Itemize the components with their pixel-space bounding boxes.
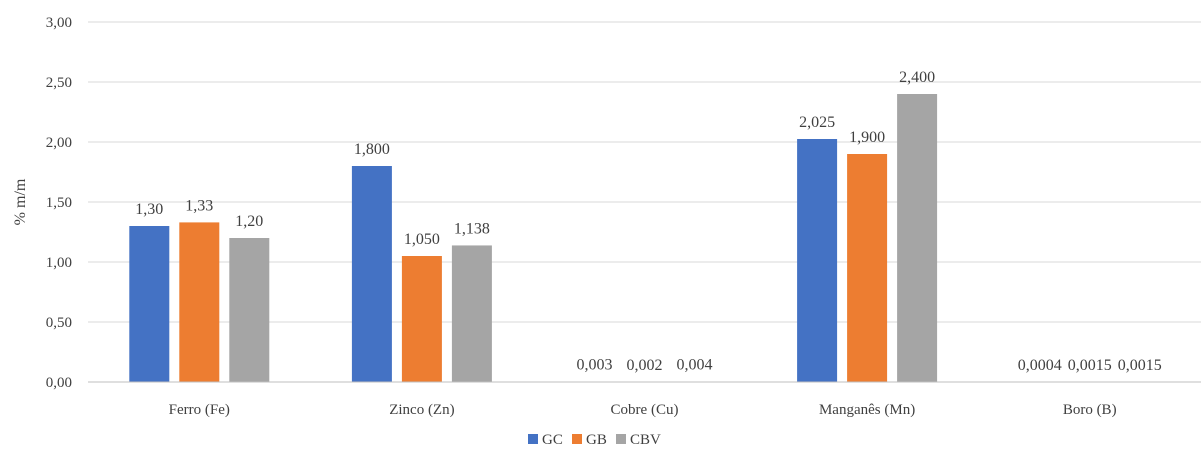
- y-tick-label: 3,00: [46, 15, 72, 31]
- data-label: 1,138: [454, 220, 490, 237]
- y-axis-title: % m/m: [12, 178, 29, 225]
- y-tick-label: 2,00: [46, 135, 72, 151]
- legend-label-gb: GB: [586, 432, 607, 448]
- bar-gb-3: [847, 154, 888, 382]
- bar-gb-1: [401, 256, 442, 382]
- data-label: 0,0015: [1068, 357, 1112, 374]
- y-tick-label: 0,00: [46, 375, 72, 391]
- bar-cbv-3: [897, 94, 938, 382]
- legend-swatch-gc: [528, 434, 538, 444]
- data-label: 1,800: [354, 141, 390, 158]
- y-tick-label: 2,50: [46, 75, 72, 91]
- data-label: 2,400: [899, 69, 935, 86]
- data-label: 0,0004: [1018, 357, 1062, 374]
- legend-swatch-gb: [572, 434, 582, 444]
- legend: GC GB CBV: [528, 432, 661, 448]
- data-label: 0,003: [577, 357, 613, 374]
- legend-label-gc: GC: [542, 432, 563, 448]
- x-category-label: Boro (B): [1063, 402, 1117, 418]
- x-category-label: Manganês (Mn): [819, 402, 915, 418]
- bar-cbv-0: [229, 238, 270, 382]
- bar-gc-0: [129, 226, 170, 382]
- y-axis-ticks: 0,00 0,50 1,00 1,50 2,00 2,50 3,00: [46, 15, 72, 391]
- bar-gc-3: [797, 139, 838, 382]
- bar-gb-0: [179, 222, 220, 382]
- legend-swatch-cbv: [616, 434, 626, 444]
- bars: [129, 94, 1160, 382]
- data-label: 2,025: [799, 114, 835, 131]
- x-axis-categories: Ferro (Fe) Zinco (Zn) Cobre (Cu) Manganês (…: [169, 402, 1117, 418]
- grid-lines: [88, 21, 1201, 323]
- bar-cbv-1: [451, 245, 492, 382]
- x-category-label: Zinco (Zn): [389, 402, 454, 418]
- data-label: 1,20: [235, 213, 263, 230]
- data-label: 1,33: [185, 197, 213, 214]
- data-label: 1,900: [849, 129, 885, 146]
- bar-gc-1: [351, 166, 392, 382]
- y-tick-label: 1,00: [46, 255, 72, 271]
- data-labels: 1,30 1,33 1,20 1,800 1,050 1,138 0,003 0,002 0,0…: [135, 69, 1161, 374]
- y-tick-label: 0,50: [46, 315, 72, 331]
- data-label: 0,004: [677, 357, 713, 374]
- data-label: 0,0015: [1118, 357, 1162, 374]
- y-tick-label: 1,50: [46, 195, 72, 211]
- data-label: 1,050: [404, 231, 440, 248]
- legend-label-cbv: CBV: [630, 432, 661, 448]
- x-category-label: Cobre (Cu): [611, 402, 679, 418]
- x-category-label: Ferro (Fe): [169, 402, 230, 418]
- data-label: 1,30: [135, 201, 163, 218]
- data-label: 0,002: [627, 357, 663, 374]
